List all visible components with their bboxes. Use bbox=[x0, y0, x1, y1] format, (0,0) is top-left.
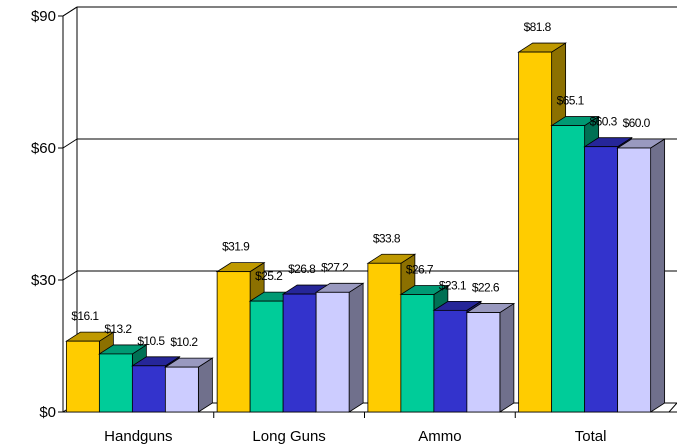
bar bbox=[466, 312, 501, 413]
bar bbox=[433, 309, 468, 413]
y-axis-top bbox=[62, 6, 78, 17]
gridline-side bbox=[62, 138, 78, 149]
y-tick-label: $90 bbox=[31, 8, 56, 25]
bar bbox=[518, 51, 553, 413]
data-label: $65.1 bbox=[557, 94, 585, 108]
bar bbox=[617, 147, 652, 413]
data-label: $27.2 bbox=[321, 260, 349, 274]
data-label: $25.2 bbox=[255, 269, 283, 283]
data-label: $31.9 bbox=[222, 240, 250, 254]
gridline-side bbox=[62, 270, 78, 281]
data-label: $33.8 bbox=[373, 231, 401, 245]
x-tick-label: Long Guns bbox=[252, 428, 325, 445]
data-label: $60.0 bbox=[623, 116, 651, 130]
bar bbox=[367, 262, 402, 413]
y-tick-label: $0 bbox=[39, 404, 56, 421]
x-tick-label: Ammo bbox=[418, 428, 461, 445]
x-tick-label: Total bbox=[575, 428, 607, 445]
bar bbox=[584, 146, 619, 413]
bar-side bbox=[650, 138, 666, 413]
data-label: $13.2 bbox=[104, 322, 132, 336]
bar bbox=[551, 125, 586, 413]
data-label: $81.8 bbox=[524, 20, 552, 34]
y-tick-label: $30 bbox=[31, 272, 56, 289]
bar bbox=[400, 294, 435, 413]
data-label: $10.5 bbox=[137, 334, 165, 348]
bar bbox=[65, 340, 100, 413]
data-label: $26.7 bbox=[406, 263, 434, 277]
data-label: $23.1 bbox=[439, 278, 467, 292]
y-tick-label: $60 bbox=[31, 140, 56, 157]
x-tick-label: Handguns bbox=[104, 428, 172, 445]
bar-side bbox=[348, 282, 364, 413]
bar bbox=[315, 291, 350, 413]
bar bbox=[98, 353, 133, 413]
bar bbox=[282, 293, 317, 413]
data-label: $60.3 bbox=[590, 115, 618, 129]
bar bbox=[164, 366, 199, 413]
bar-side bbox=[499, 302, 515, 413]
data-label: $16.1 bbox=[71, 309, 99, 323]
bar bbox=[131, 365, 166, 413]
data-label: $26.8 bbox=[288, 262, 316, 276]
bar bbox=[249, 300, 284, 413]
data-label: $22.6 bbox=[472, 281, 500, 295]
bar bbox=[216, 271, 251, 413]
data-label: $10.2 bbox=[170, 335, 198, 349]
